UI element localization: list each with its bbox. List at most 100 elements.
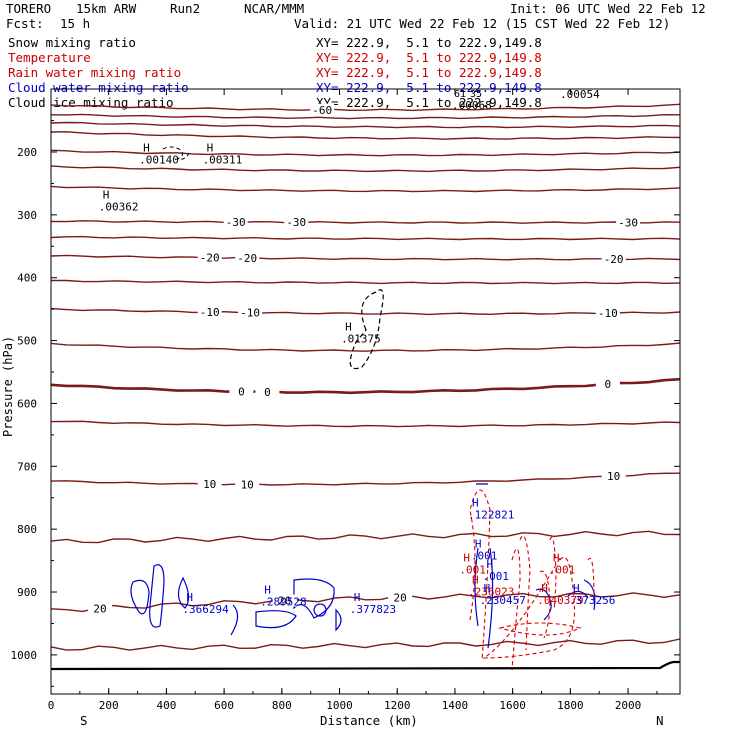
cloud-water-contour	[130, 579, 150, 615]
maximum-h-marker: H	[475, 537, 482, 550]
x-tick-label: 1400	[442, 699, 469, 712]
y-axis-title: Pressure (hPa)	[1, 335, 15, 437]
temperature-contour-line	[50, 149, 681, 157]
x-tick-label: 1600	[499, 699, 526, 712]
maximum-value-label: .236023	[468, 585, 514, 598]
rain-contour	[482, 556, 576, 659]
x-axis-title: Distance (km)	[320, 713, 418, 728]
temperature-contour-line	[50, 254, 681, 261]
legend-snow-xy: XY= 222.9, 5.1 to 222.9,149.8	[316, 35, 542, 50]
temperature-contour-label: 0	[264, 386, 271, 399]
maximum-h-marker: H	[472, 573, 479, 586]
temperature-contour-label: -10	[200, 306, 220, 319]
temperature-contour-line	[50, 235, 681, 241]
cloud-water-contour	[149, 564, 165, 628]
temperature-contour-label: -10	[598, 307, 618, 320]
maximum-value-label: .01375	[341, 333, 381, 346]
model-name: TORERO	[6, 1, 52, 16]
temperature-contour-label: -20	[200, 252, 220, 265]
y-tick-label: 200	[17, 146, 37, 159]
temperature-contour-label: 20	[278, 595, 291, 608]
plot-frame	[50, 88, 681, 695]
y-tick-label: 600	[17, 397, 37, 410]
maximum-h-marker: H	[484, 582, 491, 595]
contour-label-bg	[388, 591, 413, 604]
temperature-contour-label: 20	[93, 602, 106, 615]
rain-contour	[549, 536, 557, 611]
maximum-value-label: .040379	[537, 594, 583, 607]
run-name: Run2	[170, 1, 201, 16]
contour-label-bg	[255, 385, 280, 398]
temperature-contour-label: 0	[238, 386, 245, 399]
temperature-contour-line	[50, 472, 681, 486]
cloud-water-contours	[130, 483, 596, 649]
temperature-contour-label: 0	[605, 378, 612, 391]
contour-label-bg	[595, 307, 620, 320]
x-tick-label: 1800	[557, 699, 584, 712]
x-tick-label: 0	[48, 699, 55, 712]
maximum-value-label: .377823	[350, 603, 396, 616]
maximum-h-marker: H	[553, 551, 560, 564]
maximum-h-marker: H	[186, 591, 193, 604]
contour-label-bg	[601, 470, 626, 483]
endpoint-south: S	[80, 713, 88, 728]
x-tick-label: 400	[156, 699, 176, 712]
temperature-contour-line	[50, 113, 681, 120]
maximum-h-marker: H	[103, 189, 110, 202]
maximum-h-marker: H	[207, 141, 214, 154]
x-tick-label: 1000	[326, 699, 353, 712]
endpoint-north: N	[656, 713, 664, 728]
temperature-contour-line	[50, 131, 681, 140]
maximum-value-label: .366294	[182, 603, 229, 616]
temperature-contour-line	[50, 185, 681, 193]
temperature-contour-line	[50, 342, 681, 352]
legend-snow: Snow mixing ratio	[8, 35, 136, 50]
forecast-hour: 15 h	[60, 16, 91, 31]
temperature-contour-line	[51, 279, 681, 285]
legend-cloud-ice-xy: XY= 222.9, 5.1 to 222.9,149.8	[316, 95, 542, 110]
y-tick-label: 1000	[11, 649, 38, 662]
contour-labels: -60 -30 -30 -30 -20 -20 -20 -10 -10 -10 0 0 0 10 10 10 2…	[88, 103, 641, 616]
temperature-contour-line	[50, 592, 681, 613]
rain-contour	[539, 570, 551, 639]
maximum-value-label: .001	[549, 563, 576, 576]
contour-label-bg	[197, 306, 222, 319]
temperature-contour-label: 10	[241, 478, 254, 491]
contour-label-bg	[238, 306, 263, 319]
maximum-h-marker: H	[354, 591, 361, 604]
maximum-h-marker: H	[486, 558, 493, 571]
y-tick-label: 800	[17, 523, 37, 536]
cloud-water-contour	[335, 608, 342, 632]
maximum-value-label: .00362	[99, 201, 139, 214]
temperature-contour-label: 20	[393, 591, 406, 604]
legend-rain: Rain water mixing ratio	[8, 65, 182, 80]
temperature-contour-line	[50, 220, 681, 224]
cloud-water-contour	[293, 578, 335, 619]
rain-contours	[469, 489, 595, 671]
valid-time: Valid: 21 UTC Wed 22 Feb 12 (15 CST Wed …	[294, 16, 671, 31]
snow-contours	[162, 146, 384, 370]
x-tick-label: 200	[99, 699, 119, 712]
contour-label-bg	[284, 216, 309, 229]
contour-label-bg	[197, 478, 222, 491]
y-tick-label: 900	[17, 586, 37, 599]
maximum-value-label: .373256	[569, 594, 615, 607]
init-time: Init: 06 UTC Wed 22 Feb 12	[510, 1, 706, 16]
temperature-contour-label: 10	[607, 470, 620, 483]
cloud-water-contour	[313, 603, 327, 617]
overlap-label-4: 35	[470, 89, 483, 100]
maximum-h-marker: H	[345, 321, 352, 334]
maximum-value-label: .00311	[203, 153, 243, 166]
temperature-contour-line	[50, 377, 681, 395]
cloud-water-contour	[177, 576, 190, 609]
terrain-surface	[50, 660, 680, 671]
maximum-h-marker: H	[463, 551, 470, 564]
maximum-value-label: .001	[459, 563, 486, 576]
maximum-value-label: .001	[471, 549, 498, 562]
snow-contour	[349, 289, 384, 370]
y-tick-label: 300	[17, 209, 37, 222]
temperature-contour-line	[50, 420, 681, 428]
temperature-contour-line	[50, 307, 681, 316]
maximum-h-marker: H	[143, 141, 150, 154]
